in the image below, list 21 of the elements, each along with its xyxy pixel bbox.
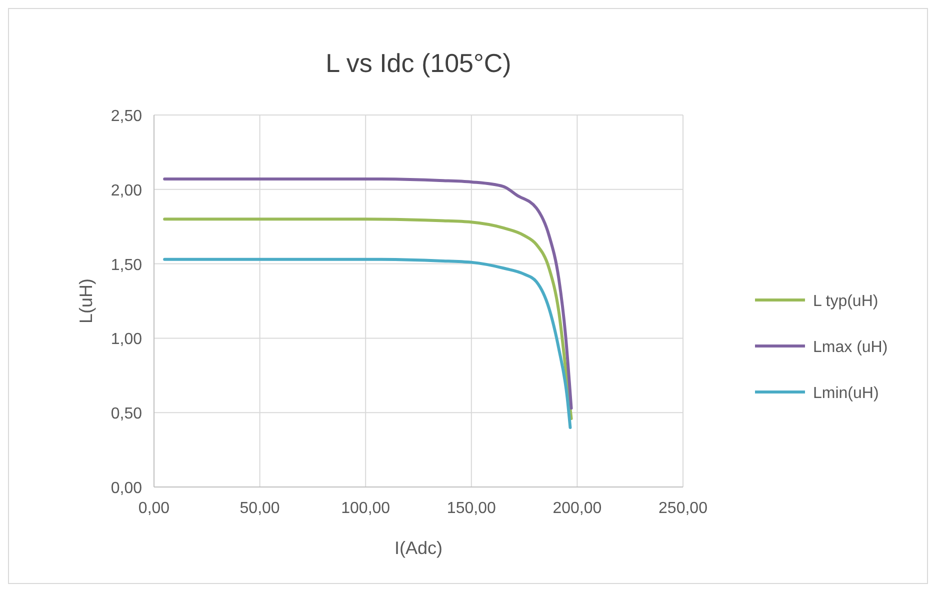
legend-label: Lmin(uH) xyxy=(813,385,879,402)
y-axis-title: L(uH) xyxy=(76,278,96,324)
y-tick-label: 2,50 xyxy=(110,108,142,125)
chart-title: L vs Idc (105°C) xyxy=(326,48,512,78)
x-tick-label: 50,00 xyxy=(240,500,280,517)
x-axis-title: I(Adc) xyxy=(394,538,443,558)
x-tick-label: 150,00 xyxy=(446,500,496,517)
y-tick-label: 0,00 xyxy=(110,480,142,497)
legend-label: L typ(uH) xyxy=(813,293,878,310)
y-tick-label: 1,50 xyxy=(110,256,142,274)
line-series xyxy=(163,258,572,429)
y-tick-label: 1,00 xyxy=(110,331,142,348)
x-tick-label: 250,00 xyxy=(658,500,708,517)
x-tick-label: 200,00 xyxy=(552,500,602,517)
line-series xyxy=(163,177,573,410)
line-series xyxy=(163,218,573,420)
legend-label: Lmax (uH) xyxy=(813,339,888,356)
y-tick-label: 2,00 xyxy=(110,182,142,200)
x-tick-label: 100,00 xyxy=(341,500,390,517)
x-tick-label: 0,00 xyxy=(138,500,170,517)
y-tick-label: 0,50 xyxy=(110,406,142,423)
